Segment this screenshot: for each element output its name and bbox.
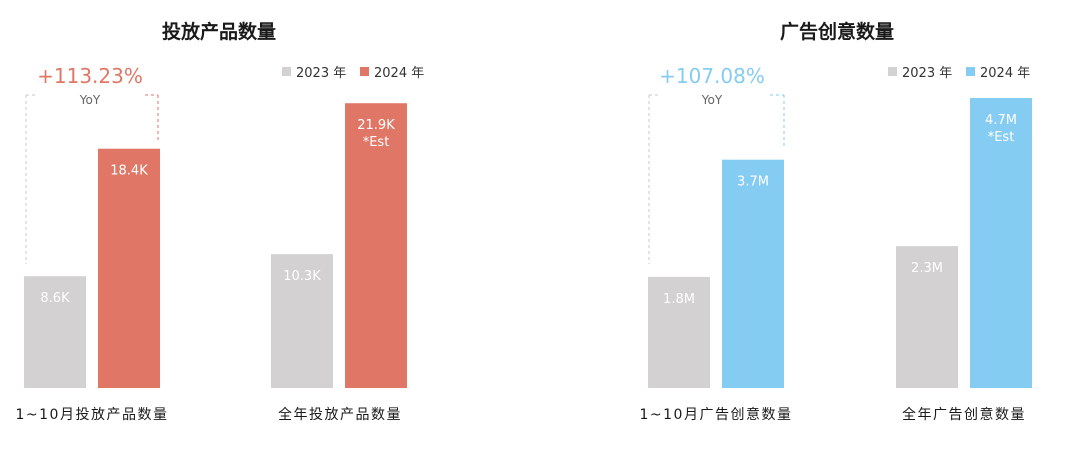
yoy-bracket-left [25,94,36,264]
chart-panel-products: 投放产品数量 2023 年 2024 年 +113.23% YoY 8.6K 1… [16,20,425,423]
bar-label-2024-ytd-creatives: 3.7M [737,175,769,190]
bar-label-2024-ytd-products: 18.4K [110,164,148,179]
bar-2024-full-year-products [345,103,407,388]
legend-label-2023: 2023 年 [296,66,346,81]
category-label-full-year-creatives: 全年广告创意数量 [902,406,1026,423]
bar-group-1-10-month: 1.8M 3.7M 1~10月广告创意数量 [640,159,793,423]
category-label-full-year-products: 全年投放产品数量 [278,406,402,423]
legend-label-2024: 2024 年 [374,66,424,81]
bar-2024-ytd-creatives [722,159,784,388]
bar-note-est-products: *Est [363,135,390,150]
legend-label-2023: 2023 年 [902,66,952,81]
bar-2023-full-year-creatives [896,246,958,388]
legend-swatch-2024 [360,67,369,76]
yoy-growth-value: +107.08% [659,64,765,88]
chart-title-creatives: 广告创意数量 [780,20,894,43]
category-label-ytd-products: 1~10月投放产品数量 [16,407,169,423]
yoy-bracket-right [145,94,159,140]
bar-group-full-year: 2.3M 4.7M *Est 全年广告创意数量 [896,98,1032,423]
bar-2023-full-year-products [271,254,333,388]
yoy-label: YoY [701,93,723,107]
category-label-ytd-creatives: 1~10月广告创意数量 [640,406,793,423]
yoy-bracket-right [770,94,785,148]
bar-2024-ytd-products [98,148,160,388]
yoy-bracket-left [648,94,660,264]
bar-group-full-year: 10.3K 21.9K *Est 全年投放产品数量 [271,103,407,423]
bar-2024-full-year-creatives [970,98,1032,388]
bar-label-2024-full-year-products: 21.9K [357,118,395,133]
bar-2023-ytd-creatives [648,276,710,388]
bar-label-2023-ytd-products: 8.6K [40,291,70,306]
legend-label-2024: 2024 年 [980,66,1030,81]
bar-group-1-10-month: 8.6K 18.4K 1~10月投放产品数量 [16,148,169,423]
chart-title-products: 投放产品数量 [162,20,276,43]
bar-label-2023-full-year-creatives: 2.3M [911,261,943,276]
bar-label-2023-ytd-creatives: 1.8M [663,292,695,307]
bar-label-2023-full-year-products: 10.3K [283,269,321,284]
legend-swatch-2024 [966,67,975,76]
bar-note-est-creatives: *Est [988,130,1015,145]
yoy-growth-value: +113.23% [37,64,143,88]
yoy-label: YoY [79,93,101,107]
bar-2023-ytd-products [24,276,86,388]
legend-swatch-2023 [888,67,897,76]
bar-label-2024-full-year-creatives: 4.7M [985,113,1017,128]
chart-panel-creatives: 广告创意数量 2023 年 2024 年 +107.08% YoY 1.8M 3… [640,20,1032,423]
legend-swatch-2023 [282,67,291,76]
